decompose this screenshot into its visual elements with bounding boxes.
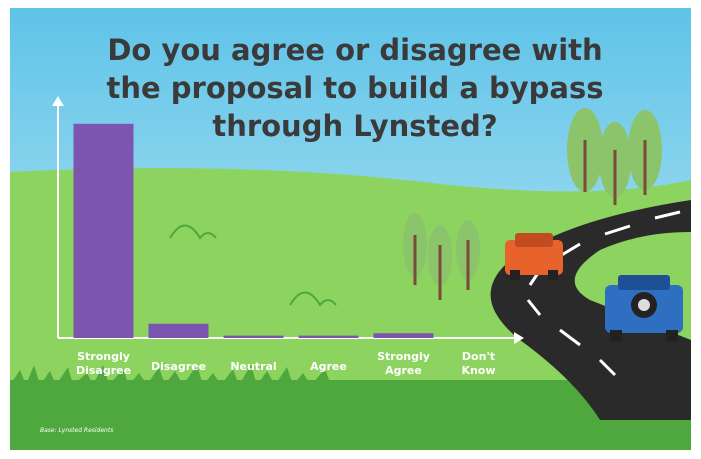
x-tick-label: Agree bbox=[310, 360, 347, 373]
bar bbox=[74, 124, 134, 338]
infographic: Do you agree or disagree with the proposa… bbox=[0, 0, 701, 459]
title-line: through Lynsted? bbox=[212, 109, 497, 143]
title-line: the proposal to build a bypass bbox=[106, 71, 603, 105]
bar bbox=[299, 336, 359, 338]
bar bbox=[224, 336, 284, 338]
x-tick-label: Neutral bbox=[230, 360, 276, 373]
bar bbox=[149, 324, 209, 338]
x-tick-label: Disagree bbox=[151, 360, 206, 373]
orange-car bbox=[505, 233, 563, 280]
source-note: Base: Lynsted Residents bbox=[40, 427, 113, 434]
blue-car bbox=[605, 275, 683, 342]
bar bbox=[374, 333, 434, 338]
title-line: Do you agree or disagree with bbox=[107, 33, 602, 67]
